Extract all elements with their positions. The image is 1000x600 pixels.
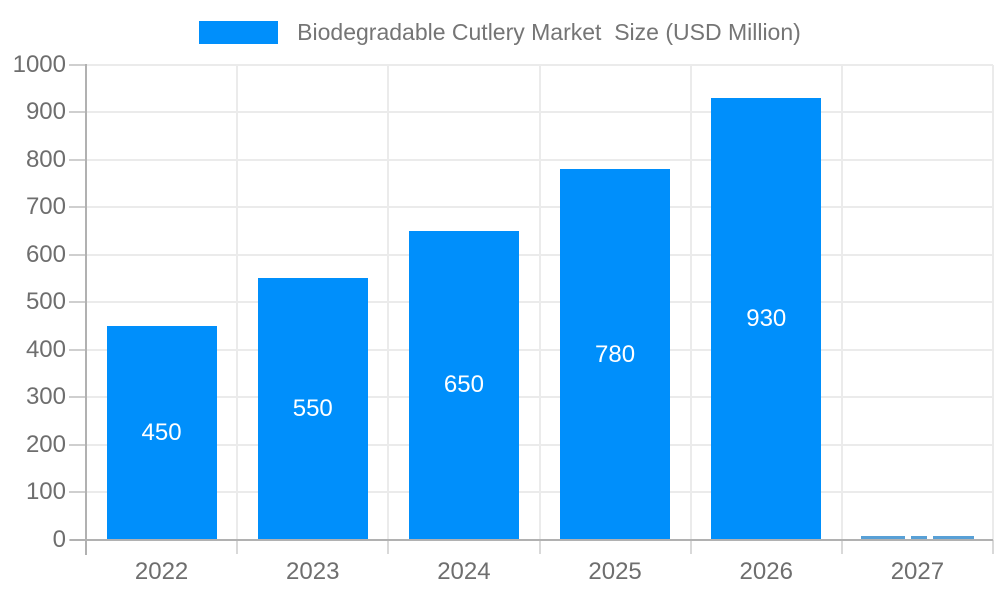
- gridline-vertical: [387, 64, 390, 540]
- x-axis-tick: [689, 540, 692, 554]
- x-axis-tick: [992, 540, 994, 554]
- y-axis-tick: [69, 443, 86, 446]
- y-axis-tick-label: 200: [25, 430, 66, 458]
- x-axis-tick: [840, 540, 843, 554]
- y-axis-tick-label: 600: [25, 240, 66, 268]
- x-axis-tick-label: 2025: [588, 558, 642, 585]
- y-axis-tick-label: 100: [25, 478, 66, 506]
- x-axis-tick-label: 2022: [134, 558, 189, 585]
- y-axis-tick: [69, 111, 86, 114]
- y-axis-tick-label: 0: [52, 526, 66, 553]
- legend[interactable]: Biodegradable Cutlery Market Size (USD M…: [0, 17, 1000, 47]
- y-axis-tick: [69, 206, 86, 209]
- x-axis-tick-label: 2024: [437, 558, 491, 585]
- x-axis-tick: [236, 540, 239, 554]
- gridline-vertical: [236, 64, 239, 540]
- y-axis-tick-label: 700: [25, 193, 66, 221]
- y-axis-tick: [69, 348, 86, 351]
- bar-value-label: 780: [595, 340, 636, 368]
- bar-2027[interactable]: [860, 536, 974, 540]
- gridline-vertical: [538, 64, 541, 540]
- bar-value-label: 650: [443, 371, 484, 399]
- bar-2022[interactable]: [106, 326, 217, 540]
- x-axis-tick-label: 2026: [739, 558, 793, 585]
- x-axis-tick: [538, 540, 541, 554]
- gridline-vertical: [840, 64, 843, 540]
- y-axis-tick-label: 400: [25, 335, 66, 363]
- bar-2024[interactable]: [408, 230, 519, 540]
- gridline-vertical: [689, 64, 692, 540]
- legend-label: Biodegradable Cutlery Market Size (USD M…: [297, 19, 801, 45]
- y-axis-tick-label: 500: [25, 288, 66, 316]
- y-axis-tick-label: 900: [25, 98, 66, 126]
- x-axis-tick: [387, 540, 390, 554]
- y-axis-tick: [69, 396, 86, 399]
- y-axis-tick-label: 800: [25, 145, 66, 173]
- x-axis-tick-label: 2027: [890, 558, 945, 585]
- y-axis-tick-label: 300: [25, 383, 66, 411]
- y-axis-line: [85, 63, 87, 555]
- y-axis-tick: [69, 158, 86, 161]
- gridline-vertical: [992, 64, 994, 540]
- bar-2026[interactable]: [711, 97, 822, 540]
- bar-2025[interactable]: [560, 169, 671, 540]
- x-axis-line: [70, 539, 993, 541]
- y-axis-tick: [69, 253, 86, 256]
- bar-value-label: 550: [292, 395, 333, 423]
- y-axis-tick: [69, 301, 86, 304]
- legend-swatch-icon: [199, 20, 279, 44]
- y-axis-tick-label: 1000: [12, 50, 66, 78]
- y-axis-tick: [69, 491, 86, 494]
- x-axis-tick-label: 2023: [286, 558, 340, 585]
- bar-2023[interactable]: [257, 278, 368, 540]
- y-axis-tick: [69, 63, 86, 66]
- bar-value-label: 930: [746, 304, 787, 332]
- bar-value-label: 450: [141, 419, 182, 446]
